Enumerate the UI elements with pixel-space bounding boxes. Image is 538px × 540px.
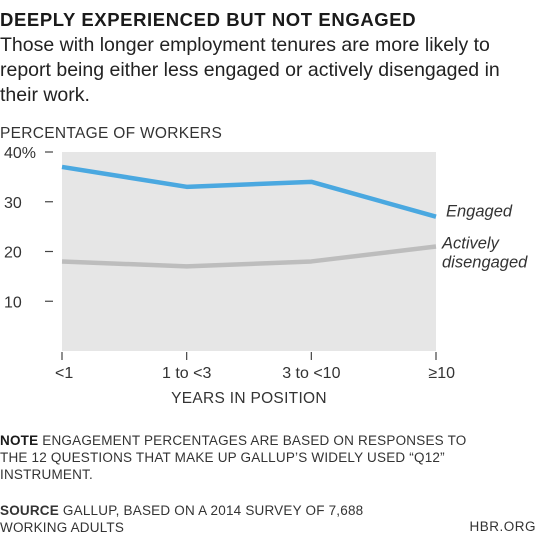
x-tick-label: 1 to <3 bbox=[162, 365, 211, 382]
note-text: ENGAGEMENT PERCENTAGES ARE BASED ON RESP… bbox=[0, 433, 467, 482]
chart-source: SOURCE GALLUP, BASED ON A 2014 SURVEY OF… bbox=[0, 502, 420, 536]
publisher-credit: HBR.ORG bbox=[469, 519, 536, 534]
y-tick-label: 20 bbox=[4, 245, 22, 262]
series-line-0 bbox=[61, 164, 437, 219]
series-label-engaged: Engaged bbox=[446, 203, 513, 221]
note-label: NOTE bbox=[0, 433, 39, 448]
series-line-1 bbox=[61, 244, 437, 269]
series-label-disengaged: Actively disengaged bbox=[441, 235, 528, 272]
line-chart: 40% 30 20 10 <1 1 to <3 3 to <10 ≥10 YEARS IN PO… bbox=[4, 145, 528, 407]
y-tick-label: 30 bbox=[4, 195, 22, 212]
source-label: SOURCE bbox=[0, 503, 59, 518]
chart-note: NOTE ENGAGEMENT PERCENTAGES ARE BASED ON… bbox=[0, 432, 480, 483]
y-axis-title: PERCENTAGE OF WORKERS bbox=[0, 125, 223, 142]
y-tick-label: 10 bbox=[4, 294, 22, 311]
x-axis-title: YEARS IN POSITION bbox=[171, 390, 327, 407]
x-tick-label: <1 bbox=[55, 365, 73, 382]
x-tick-label: 3 to <10 bbox=[282, 365, 340, 382]
x-tick-label: ≥10 bbox=[428, 365, 455, 382]
source-text: GALLUP, BASED ON A 2014 SURVEY OF 7,688 … bbox=[0, 503, 364, 535]
chart-subtitle: Those with longer employment tenures are… bbox=[0, 34, 500, 106]
chart-title: DEEPLY EXPERIENCED BUT NOT ENGAGED bbox=[0, 9, 417, 30]
y-tick-label: 40% bbox=[4, 145, 36, 162]
